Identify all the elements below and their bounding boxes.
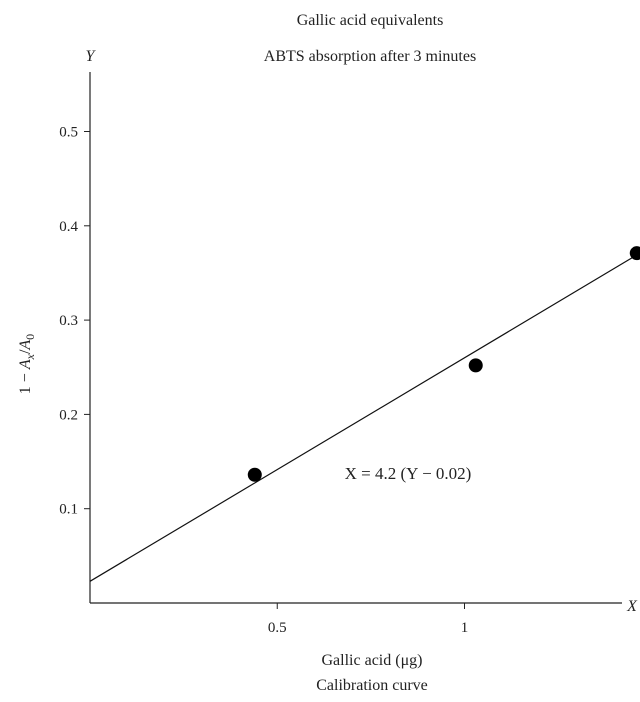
ticks: 0.511.522.50.10.20.30.40.5: [59, 125, 469, 637]
y-label-x-sub: x: [23, 353, 37, 360]
y-axis-label: 1 − Ax/A0: [17, 334, 37, 394]
axes: [89, 72, 622, 604]
chart-title-line-1: Gallic acid equivalents: [297, 12, 444, 29]
chart-title-line-2: ABTS absorption after 3 minutes: [264, 48, 476, 65]
y-tick-label: 0.5: [59, 125, 78, 141]
y-tick-label: 0.3: [59, 313, 78, 329]
data-points: [247, 246, 640, 482]
y-label-0-sub: 0: [23, 334, 37, 340]
x-tick-label: 0.5: [268, 620, 287, 636]
fit-line-group: [89, 252, 640, 582]
x-tick-label: 1: [461, 620, 469, 636]
y-label-a0: A: [17, 340, 34, 351]
x-axis-letter: X: [626, 598, 638, 615]
x-axis-label: Gallic acid (μg): [322, 652, 423, 669]
y-tick-label: 0.1: [59, 502, 78, 518]
chart-caption: Calibration curve: [316, 677, 428, 694]
equation-annotation: X = 4.2 (Y − 0.02): [345, 464, 472, 483]
y-label-slash: /: [17, 349, 34, 354]
data-point: [247, 467, 262, 482]
y-tick-label: 0.4: [59, 219, 78, 235]
fit-line: [89, 252, 640, 582]
y-axis-letter: Y: [86, 48, 97, 65]
data-point: [468, 358, 483, 373]
y-label-prefix: 1 −: [17, 369, 34, 394]
y-label-ax: A: [17, 359, 34, 370]
y-tick-label: 0.2: [59, 407, 78, 423]
data-point: [629, 246, 640, 261]
